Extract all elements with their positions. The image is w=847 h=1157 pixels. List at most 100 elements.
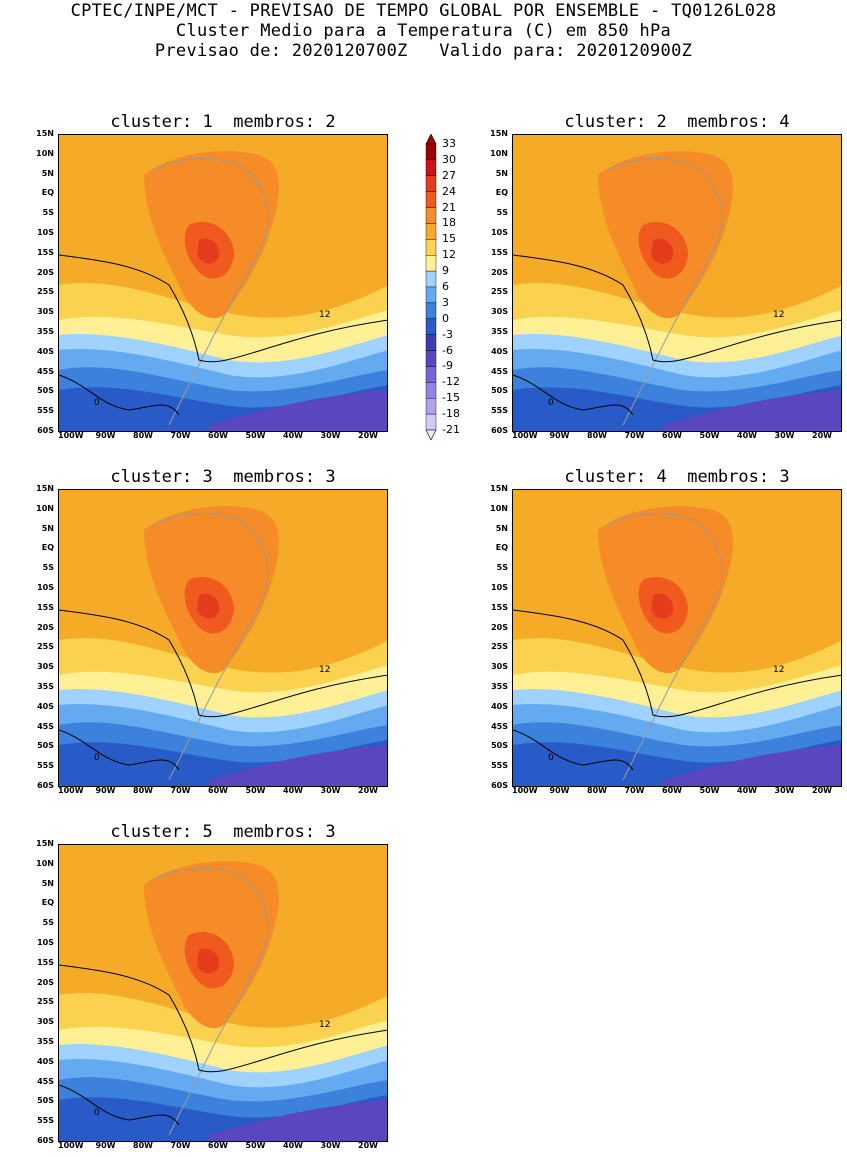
lon-tick-label: 90W	[95, 1141, 116, 1150]
lat-tick-label: 10N	[36, 858, 54, 868]
colorbar-swatch	[425, 413, 437, 431]
lon-tick-label: 50W	[245, 431, 266, 440]
colorbar-level-label: 15	[442, 232, 456, 246]
colorbar-swatch	[425, 366, 437, 383]
lon-tick-label: 50W	[245, 786, 266, 795]
lon-tick-label: 40W	[737, 431, 757, 440]
colorbar-level-label: 18	[442, 216, 456, 230]
colorbar-swatch	[425, 382, 437, 399]
lon-tick-label: 90W	[549, 786, 570, 795]
lat-tick-label: 10S	[491, 583, 508, 592]
lat-tick-label: 5S	[42, 563, 54, 573]
colorbar-level-label: 3	[442, 295, 449, 309]
lat-tick-label: 40S	[37, 701, 54, 711]
lon-tick-label: 80W	[587, 431, 607, 440]
lat-tick-label: 50S	[491, 386, 508, 396]
colorbar-swatch	[425, 270, 437, 288]
colorbar-level-label: 21	[442, 200, 456, 214]
lat-tick-label: 5N	[41, 168, 54, 178]
lat-tick-label: 20S	[37, 267, 54, 277]
lat-tick-label: 40S	[491, 701, 508, 711]
lat-tick-label: 45S	[37, 366, 54, 376]
colorbar-level-label: -3	[442, 327, 453, 341]
lat-tick-label: EQ	[495, 188, 508, 198]
colorbar-level-label: -12	[442, 375, 460, 389]
lat-tick-label: 10N	[490, 148, 508, 158]
lon-tick-label: 70W	[170, 1141, 191, 1150]
colorbar-swatch	[425, 302, 437, 319]
colorbar-swatch	[425, 318, 437, 335]
lon-tick-label: 30W	[774, 431, 795, 440]
lat-tick-label: 55S	[37, 406, 54, 416]
lon-tick-label: 40W	[283, 1141, 303, 1150]
lat-tick-label: 20S	[491, 622, 508, 632]
lon-tick-label: 60W	[662, 431, 682, 440]
lon-tick-label: 60W	[208, 431, 228, 440]
lat-tick-label: EQ	[41, 543, 54, 553]
colorbar-swatch	[425, 398, 437, 415]
lat-tick-label: 25S	[37, 997, 54, 1007]
contour-label: 0	[548, 753, 554, 763]
lat-tick-label: 5N	[495, 523, 508, 533]
lat-tick-label: 50S	[37, 1096, 54, 1106]
lat-tick-label: 5S	[42, 918, 54, 928]
lon-tick-label: 50W	[699, 431, 720, 440]
colorbar: 33 30 27 24 21 18 15 12 9 6 3 0 -3 -6 -9 -12 -15 -18 -21	[424, 134, 484, 440]
colorbar-level-label: -18	[442, 407, 460, 421]
lat-tick-label: 20S	[37, 977, 54, 987]
lat-tick-label: 15N	[36, 484, 54, 493]
lat-tick-label: 45S	[37, 1076, 54, 1086]
lon-tick-label: 20W	[358, 431, 378, 440]
colorbar-swatch	[425, 255, 437, 272]
lat-tick-label: 10N	[490, 503, 508, 513]
lat-tick-label: 10S	[491, 228, 508, 237]
lat-tick-label: 35S	[37, 327, 54, 336]
header-line-2: Cluster Medio para a Temperatura (C) em …	[175, 21, 672, 41]
colorbar-level-label: 24	[442, 184, 456, 198]
lat-tick-label: 5S	[42, 208, 54, 218]
lon-tick-label: 20W	[812, 786, 832, 795]
colorbar-swatch	[425, 334, 437, 351]
lat-tick-label: 30S	[37, 307, 54, 317]
temperature-map: 12 0	[58, 489, 388, 787]
colorbar-level-label: 27	[442, 168, 456, 182]
panel-title: cluster: 2 membros: 4	[564, 112, 790, 132]
lat-tick-label: 60S	[491, 426, 508, 435]
lat-tick-label: 60S	[37, 781, 54, 790]
lon-tick-label: 100W	[58, 1141, 84, 1150]
lat-tick-label: 50S	[37, 386, 54, 396]
lat-tick-label: 35S	[491, 327, 508, 336]
colorbar-swatch	[425, 350, 437, 367]
lat-tick-label: 60S	[37, 426, 54, 435]
colorbar-swatch	[425, 207, 437, 224]
lon-tick-label: 60W	[208, 786, 228, 795]
colorbar-level-label: 12	[442, 248, 456, 262]
lat-tick-label: 45S	[37, 721, 54, 731]
colorbar-level-label: -21	[442, 423, 460, 436]
lat-tick-label: 10S	[37, 583, 54, 592]
lat-tick-label: EQ	[41, 188, 54, 198]
lat-tick-label: 50S	[37, 741, 54, 751]
lon-tick-label: 80W	[133, 431, 153, 440]
temperature-map: 12 0	[512, 134, 842, 432]
colorbar-swatch	[425, 175, 437, 192]
header-line-1: CPTEC/INPE/MCT - PREVISAO DE TEMPO GLOBA…	[70, 1, 777, 21]
contour-label: 12	[773, 310, 784, 320]
lon-tick-label: 40W	[283, 431, 303, 440]
lat-tick-label: 5S	[496, 208, 508, 218]
contour-label: 12	[773, 665, 784, 675]
lat-tick-label: 55S	[491, 761, 508, 771]
lon-tick-label: 40W	[283, 786, 303, 795]
colorbar-swatch	[425, 286, 437, 304]
lon-tick-label: 70W	[624, 431, 645, 440]
map-field: 12 0	[59, 845, 387, 1141]
lon-tick-label: 80W	[133, 786, 153, 795]
contour-label: 12	[319, 310, 330, 320]
lat-tick-label: 15N	[36, 129, 54, 138]
lat-tick-label: 5N	[41, 878, 54, 888]
lat-tick-label: 55S	[37, 1116, 54, 1126]
temperature-map: 12 0	[58, 844, 388, 1142]
map-field: 12 0	[59, 490, 387, 786]
colorbar-level-label: -6	[442, 343, 453, 357]
lon-tick-label: 70W	[624, 786, 645, 795]
